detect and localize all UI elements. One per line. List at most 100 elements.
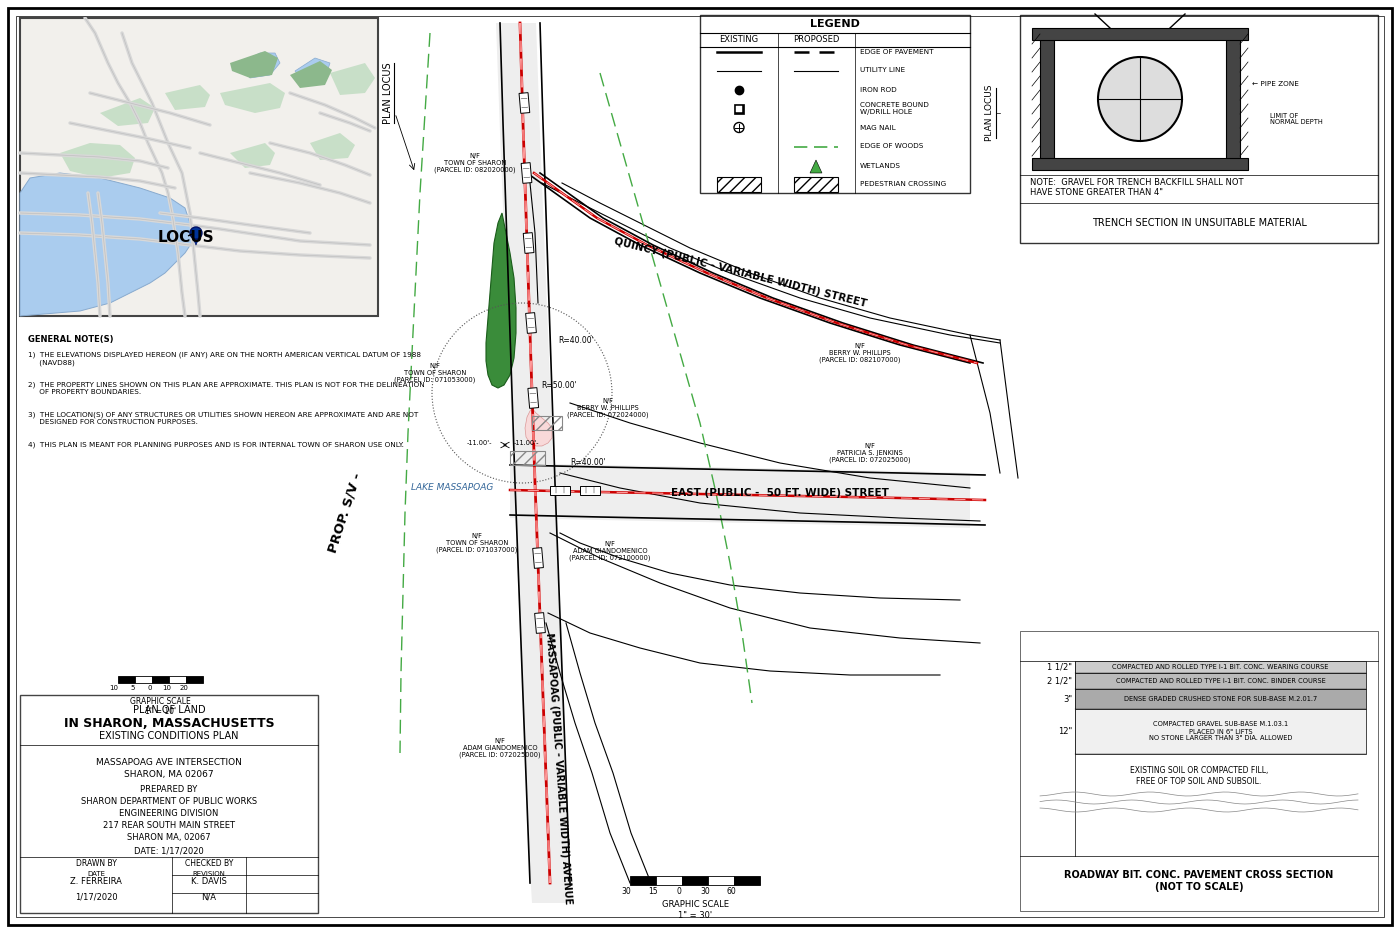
Text: GRAPHIC SCALE: GRAPHIC SCALE — [661, 900, 728, 909]
Bar — [153, 676, 169, 683]
Polygon shape — [528, 387, 539, 409]
Bar — [20, 18, 378, 316]
Text: EDGE OF PAVEMENT: EDGE OF PAVEMENT — [860, 49, 934, 54]
Bar — [1032, 28, 1247, 40]
Bar — [118, 676, 134, 683]
Circle shape — [734, 122, 743, 132]
Text: 1 1/2": 1 1/2" — [1047, 662, 1072, 672]
Text: 1" = 30': 1" = 30' — [678, 911, 713, 920]
Bar — [794, 177, 839, 192]
Text: SHARON, MA 02067: SHARON, MA 02067 — [125, 770, 214, 779]
Polygon shape — [230, 51, 279, 78]
Bar — [717, 177, 762, 192]
Text: CONCRETE BOUND
W/DRILL HOLE: CONCRETE BOUND W/DRILL HOLE — [860, 102, 928, 116]
Text: GENERAL NOTE(S): GENERAL NOTE(S) — [28, 335, 113, 344]
Polygon shape — [190, 233, 202, 245]
Text: COMPACTED GRAVEL SUB-BASE M.1.03.1
PLACED IN 6" LIFTS
NO STONE LARGER THAN 3" DI: COMPACTED GRAVEL SUB-BASE M.1.03.1 PLACE… — [1149, 721, 1292, 742]
Text: GRAPHIC SCALE: GRAPHIC SCALE — [130, 697, 190, 706]
Text: 3": 3" — [1063, 694, 1072, 703]
Text: PLAN OF LAND: PLAN OF LAND — [133, 705, 206, 715]
Text: 1/17/2020: 1/17/2020 — [74, 893, 118, 902]
Bar — [1021, 631, 1378, 911]
Bar — [1021, 15, 1378, 243]
Text: 30: 30 — [700, 887, 710, 896]
Text: EDGE OF WOODS: EDGE OF WOODS — [860, 144, 924, 149]
Text: EXISTING SOIL OR COMPACTED FILL,
FREE OF TOP SOIL AND SUBSOIL.: EXISTING SOIL OR COMPACTED FILL, FREE OF… — [1130, 766, 1268, 786]
Text: EAST (PUBLIC -  50 FT. WIDE) STREET: EAST (PUBLIC - 50 FT. WIDE) STREET — [671, 488, 889, 498]
Bar — [1040, 30, 1054, 168]
Text: ENGINEERING DIVISION: ENGINEERING DIVISION — [119, 809, 218, 818]
Text: PROPOSED: PROPOSED — [792, 35, 839, 45]
Polygon shape — [290, 61, 332, 88]
Bar — [734, 104, 743, 114]
Text: 10: 10 — [109, 685, 119, 691]
Text: Z. FERREIRA: Z. FERREIRA — [70, 877, 122, 886]
Polygon shape — [165, 85, 210, 110]
Circle shape — [190, 227, 202, 239]
Bar — [630, 876, 657, 885]
Polygon shape — [811, 160, 822, 173]
Polygon shape — [486, 213, 517, 388]
Circle shape — [1098, 57, 1182, 141]
Text: MASSAPOAG AVE INTERSECTION: MASSAPOAG AVE INTERSECTION — [97, 758, 242, 767]
Bar — [736, 105, 742, 112]
Text: ← PIPE ZONE: ← PIPE ZONE — [1252, 81, 1299, 87]
Text: 0: 0 — [676, 887, 682, 896]
Bar — [134, 676, 153, 683]
Polygon shape — [60, 143, 134, 178]
Text: N/F
BERRY W. PHILLIPS
(PARCEL ID: 082107000): N/F BERRY W. PHILLIPS (PARCEL ID: 082107… — [819, 342, 900, 363]
Bar — [1226, 30, 1240, 168]
Polygon shape — [525, 313, 536, 333]
Polygon shape — [550, 485, 570, 494]
Polygon shape — [496, 23, 573, 903]
Text: 12": 12" — [1058, 727, 1072, 736]
Bar — [734, 876, 760, 885]
Text: ROADWAY BIT. CONC. PAVEMENT CROSS SECTION
(NOT TO SCALE): ROADWAY BIT. CONC. PAVEMENT CROSS SECTIO… — [1064, 870, 1334, 892]
Polygon shape — [580, 485, 601, 494]
Text: N/F
ADAM GIANDOMENICO
(PARCEL ID: 072025000): N/F ADAM GIANDOMENICO (PARCEL ID: 072025… — [459, 738, 540, 759]
Text: N/F
PATRICIA S. JENKINS
(PARCEL ID: 072025000): N/F PATRICIA S. JENKINS (PARCEL ID: 0720… — [829, 443, 911, 464]
Text: N/F
ADAM GIANDOMENICO
(PARCEL ID: 072100000): N/F ADAM GIANDOMENICO (PARCEL ID: 072100… — [570, 541, 651, 562]
Bar — [186, 676, 203, 683]
Bar — [1075, 709, 1366, 754]
Polygon shape — [330, 63, 375, 95]
Text: LIMIT OF
NORMAL DEPTH: LIMIT OF NORMAL DEPTH — [1270, 113, 1323, 126]
Text: PROP. S/V -: PROP. S/V - — [326, 471, 364, 554]
Text: N/A: N/A — [202, 893, 217, 902]
Text: 30: 30 — [622, 887, 631, 896]
Text: 10: 10 — [162, 685, 171, 691]
Bar — [682, 876, 708, 885]
Polygon shape — [239, 53, 280, 78]
Text: MASSAPOAG (PUBLIC - VARIABLE WIDTH) AVENUE: MASSAPOAG (PUBLIC - VARIABLE WIDTH) AVEN… — [543, 632, 573, 904]
Text: N/F
TOWN OF SHARON
(PARCEL ID: 082020000): N/F TOWN OF SHARON (PARCEL ID: 082020000… — [434, 153, 515, 174]
Polygon shape — [309, 133, 356, 160]
Text: 217 REAR SOUTH MAIN STREET: 217 REAR SOUTH MAIN STREET — [104, 821, 235, 830]
Polygon shape — [20, 173, 195, 316]
Text: -11.00'-: -11.00'- — [514, 440, 539, 446]
Text: 0: 0 — [148, 685, 153, 691]
Text: 4)  THIS PLAN IS MEANT FOR PLANNING PURPOSES AND IS FOR INTERNAL TOWN OF SHARON : 4) THIS PLAN IS MEANT FOR PLANNING PURPO… — [28, 441, 403, 448]
Polygon shape — [230, 143, 274, 168]
Text: 60: 60 — [727, 887, 736, 896]
Text: UTILITY LINE: UTILITY LINE — [860, 67, 906, 74]
Polygon shape — [295, 58, 330, 83]
Text: QUINCY (PUBLIC - VARIABLE WIDTH) STREET: QUINCY (PUBLIC - VARIABLE WIDTH) STREET — [613, 237, 868, 310]
Text: 1" = 10': 1" = 10' — [146, 707, 176, 716]
Text: MAG NAIL: MAG NAIL — [860, 124, 896, 131]
Text: COMPACTED AND ROLLED TYPE I-1 BIT. CONC. BINDER COURSE: COMPACTED AND ROLLED TYPE I-1 BIT. CONC.… — [1116, 678, 1326, 684]
Text: R=40.00': R=40.00' — [570, 458, 606, 467]
Text: 3)  THE LOCATION(S) OF ANY STRUCTURES OR UTILITIES SHOWN HEREON ARE APPROXIMATE : 3) THE LOCATION(S) OF ANY STRUCTURES OR … — [28, 411, 419, 425]
Polygon shape — [510, 463, 970, 528]
Polygon shape — [532, 548, 543, 568]
Text: 2 1/2": 2 1/2" — [1047, 676, 1072, 686]
Bar — [1075, 673, 1366, 689]
Text: 2)  THE PROPERTY LINES SHOWN ON THIS PLAN ARE APPROXIMATE. THIS PLAN IS NOT FOR : 2) THE PROPERTY LINES SHOWN ON THIS PLAN… — [28, 381, 424, 396]
Text: SHARON DEPARTMENT OF PUBLIC WORKS: SHARON DEPARTMENT OF PUBLIC WORKS — [81, 797, 258, 806]
Bar — [657, 876, 682, 885]
Text: SHARON MA, 02067: SHARON MA, 02067 — [127, 833, 211, 842]
Text: CHECKED BY: CHECKED BY — [185, 859, 234, 868]
Text: N/F
TOWN OF SHARON
(PARCEL ID: 071053000): N/F TOWN OF SHARON (PARCEL ID: 071053000… — [395, 363, 476, 383]
Bar — [1075, 661, 1366, 673]
Text: TRENCH SECTION IN UNSUITABLE MATERIAL: TRENCH SECTION IN UNSUITABLE MATERIAL — [1092, 218, 1306, 228]
Text: R=40.00': R=40.00' — [559, 336, 594, 345]
